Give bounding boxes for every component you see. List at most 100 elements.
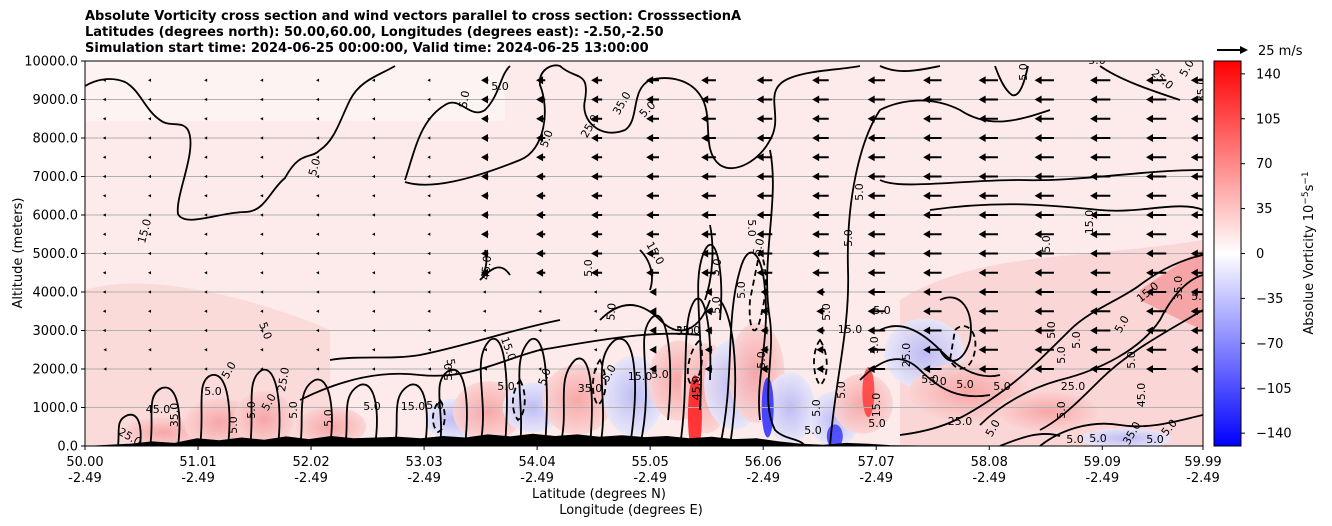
wind-vector bbox=[1090, 134, 1111, 142]
wind-vector bbox=[978, 211, 998, 219]
wind-vector bbox=[1146, 326, 1167, 335]
colorbar-tick-label: 0 bbox=[1256, 247, 1264, 262]
wind-vector-head bbox=[148, 174, 152, 179]
wind-vector bbox=[536, 114, 546, 123]
wind-vector-head bbox=[536, 268, 544, 277]
wind-vector bbox=[1190, 268, 1203, 277]
wind-vector bbox=[102, 117, 106, 121]
wind-vector-head bbox=[204, 232, 208, 236]
wind-vector bbox=[593, 309, 597, 313]
contour-label: 5.0 bbox=[956, 378, 974, 391]
wind-vector-head bbox=[701, 114, 709, 123]
wind-vector bbox=[148, 78, 152, 82]
wind-vector-head bbox=[816, 326, 824, 335]
wind-vector bbox=[1146, 249, 1167, 258]
x-tick-label-lat: 50.00 bbox=[66, 455, 103, 470]
wind-vector bbox=[701, 211, 716, 219]
wind-vector-head bbox=[1034, 134, 1042, 142]
wind-vector bbox=[260, 367, 264, 371]
contour-line bbox=[929, 203, 1203, 212]
wind-vector-head bbox=[102, 97, 106, 102]
wind-vector bbox=[148, 328, 152, 333]
contour-line bbox=[639, 249, 653, 291]
wind-vector-head bbox=[1034, 191, 1042, 200]
wind-vector-head bbox=[427, 251, 431, 256]
wind-vector bbox=[978, 114, 998, 123]
wind-vector-head bbox=[923, 76, 931, 85]
contour-label: 5.0 bbox=[1088, 54, 1106, 67]
wind-vector-head bbox=[481, 134, 489, 142]
wind-vector-head bbox=[1190, 191, 1198, 200]
wind-vector-head bbox=[372, 309, 376, 313]
wind-vector-head bbox=[148, 78, 152, 82]
wind-vector-head bbox=[102, 78, 106, 82]
wind-vector bbox=[148, 290, 152, 294]
contour-label: 45.0 bbox=[690, 376, 703, 401]
wind-vector-head bbox=[756, 191, 764, 200]
wind-vector-head bbox=[1190, 153, 1198, 162]
x-tick-label-lon: -2.49 bbox=[1085, 471, 1119, 486]
contour-label: 45.0 bbox=[146, 403, 171, 416]
wind-vector bbox=[593, 290, 597, 294]
colorbar: 140 105 70 35 0 −35 −70 −105 −140 Absolue Vortic… bbox=[1213, 60, 1317, 447]
wind-vector-head bbox=[1034, 114, 1042, 123]
wind-vector-head bbox=[1090, 345, 1098, 354]
wind-vector-head bbox=[260, 174, 264, 179]
wind-vector-head bbox=[1090, 172, 1098, 181]
wind-vector bbox=[103, 348, 107, 352]
wind-vector-head bbox=[204, 117, 208, 121]
contour-line bbox=[559, 357, 593, 446]
wind-vector-head bbox=[756, 76, 764, 85]
wind-vector bbox=[148, 232, 152, 236]
wind-vector bbox=[646, 211, 659, 219]
wind-vector-head bbox=[867, 211, 875, 219]
wind-vector bbox=[204, 213, 208, 217]
wind-vector bbox=[1034, 191, 1054, 200]
wind-vector-head bbox=[923, 307, 931, 316]
wind-vector-head bbox=[867, 249, 875, 258]
wind-vector bbox=[481, 268, 489, 277]
wind-vector-head bbox=[1090, 326, 1098, 335]
wind-vector-head bbox=[102, 155, 106, 159]
wind-vector-head bbox=[260, 309, 264, 313]
wind-vector bbox=[427, 367, 431, 371]
wind-vector-head bbox=[591, 134, 599, 142]
wind-vector bbox=[701, 134, 716, 142]
wind-vector bbox=[482, 328, 486, 333]
wind-vector bbox=[316, 117, 320, 121]
contour-line bbox=[518, 337, 548, 446]
wind-vector bbox=[481, 153, 489, 162]
wind-vector-head bbox=[372, 194, 376, 198]
x-tick-label-lon: -2.49 bbox=[972, 471, 1006, 486]
wind-vector-head bbox=[591, 76, 599, 85]
wind-vector bbox=[260, 271, 264, 275]
x-tick-label-lat: 54.04 bbox=[519, 455, 556, 470]
wind-vector-head bbox=[704, 307, 712, 316]
wind-vector-head bbox=[102, 290, 106, 294]
wind-vector bbox=[649, 365, 657, 373]
wind-vector bbox=[427, 348, 431, 352]
wind-vector bbox=[260, 348, 264, 352]
wind-vector-head bbox=[701, 95, 709, 104]
wind-vector-head bbox=[646, 95, 654, 104]
wind-vector bbox=[701, 76, 716, 85]
wind-vector-head bbox=[260, 117, 264, 121]
wind-vector-head bbox=[923, 191, 931, 200]
wind-vector bbox=[649, 288, 657, 296]
contour-line bbox=[697, 243, 723, 411]
wind-vector bbox=[978, 365, 998, 373]
contour-label: 5.0 bbox=[363, 400, 381, 413]
contour-line bbox=[829, 99, 1051, 446]
wind-vector bbox=[483, 348, 487, 352]
wind-vector bbox=[812, 211, 829, 219]
wind-vector bbox=[204, 174, 208, 179]
wind-vector-head bbox=[812, 114, 820, 123]
wind-vector-head bbox=[427, 78, 431, 82]
wind-vector-head bbox=[649, 288, 657, 296]
wind-vector-head bbox=[372, 328, 376, 333]
wind-vector bbox=[148, 348, 152, 352]
wind-vector bbox=[1190, 134, 1203, 142]
x-tick-label-lat: 59.99 bbox=[1184, 455, 1221, 470]
wind-vector-head bbox=[760, 326, 768, 335]
wind-vector bbox=[1090, 288, 1111, 296]
